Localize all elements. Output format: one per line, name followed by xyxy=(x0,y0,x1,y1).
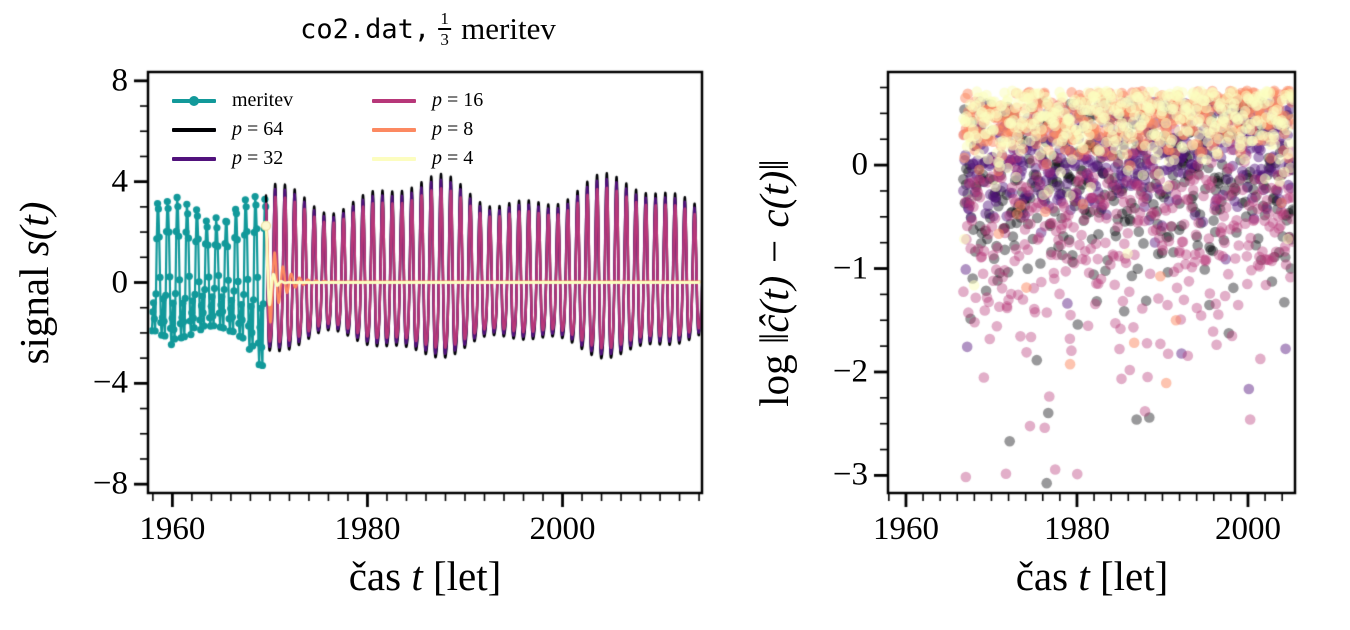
right-y-label-text: log xyxy=(751,344,797,407)
legend-label: p = 16 xyxy=(432,89,484,111)
x-tick-label: 2000 xyxy=(529,511,596,547)
y-tick-label: −1 xyxy=(832,250,868,287)
right-x-label-var: t xyxy=(1078,553,1090,599)
legend-column-1: meritev p = 64 p = 32 xyxy=(172,86,293,173)
right-y-axis-label: log ‖ĉ(t) − c(t)‖ xyxy=(750,159,798,407)
legend-item: p = 4 xyxy=(372,144,483,173)
right-x-axis-label: čas t [let] xyxy=(1016,552,1169,600)
legend-line-swatch xyxy=(372,156,416,161)
legend-marker-dot xyxy=(189,95,199,106)
left-y-label-text: signal xyxy=(11,256,57,365)
x-tick-label: 1960 xyxy=(139,511,206,547)
page-title: co2.dat, 1 3 meritev xyxy=(300,10,556,49)
legend-column-2: p = 16 p = 8 p = 4 xyxy=(372,86,483,173)
title-suffix: meritev xyxy=(461,11,556,47)
legend-line-swatch xyxy=(172,95,216,106)
y-tick-label: 8 xyxy=(111,62,129,99)
legend-label: p = 32 xyxy=(232,147,284,169)
right-y-label-math: ‖ĉ(t) − c(t)‖ xyxy=(751,159,797,345)
y-tick-label: −8 xyxy=(92,465,128,502)
y-tick-label: 0 xyxy=(851,146,869,183)
legend-label: meritev xyxy=(232,89,294,111)
fraction-denominator: 3 xyxy=(440,30,449,50)
y-tick-label: −3 xyxy=(832,456,868,493)
left-x-label-pre: čas xyxy=(348,553,412,599)
legend-line-swatch xyxy=(172,127,216,132)
legend-item: p = 64 xyxy=(172,115,293,144)
left-x-axis-label: čas t [let] xyxy=(349,552,502,600)
legend-item: p = 32 xyxy=(172,144,293,173)
y-tick-label: 4 xyxy=(111,163,129,200)
left-y-label-math: s(t) xyxy=(11,201,57,257)
legend-item: meritev xyxy=(172,86,293,115)
title-filename: co2.dat, xyxy=(300,13,431,45)
legend-label: p = 8 xyxy=(432,118,474,140)
left-y-axis-label: signal s(t) xyxy=(10,202,58,365)
legend-line-swatch xyxy=(372,98,416,103)
legend-line-swatch xyxy=(372,127,416,132)
y-tick-label: −4 xyxy=(92,364,128,401)
x-tick-label: 2000 xyxy=(1214,511,1281,547)
x-tick-label: 1960 xyxy=(872,511,939,547)
x-tick-label: 1980 xyxy=(1043,511,1110,547)
left-x-label-var: t xyxy=(411,553,423,599)
right-x-label-pre: čas xyxy=(1015,553,1079,599)
legend-label: p = 4 xyxy=(432,147,474,169)
legend-line-swatch xyxy=(172,156,216,161)
x-tick-label: 1980 xyxy=(334,511,401,547)
legend-item: p = 16 xyxy=(372,86,483,115)
title-fraction: 1 3 xyxy=(438,9,452,50)
fraction-bar xyxy=(438,28,452,31)
legend-label: p = 64 xyxy=(232,118,284,140)
y-tick-label: −2 xyxy=(832,353,868,390)
legend-item: p = 8 xyxy=(372,115,483,144)
left-x-label-post: [let] xyxy=(422,553,502,599)
fraction-numerator: 1 xyxy=(440,9,449,28)
right-x-label-post: [let] xyxy=(1089,553,1169,599)
y-tick-label: 0 xyxy=(111,264,129,300)
